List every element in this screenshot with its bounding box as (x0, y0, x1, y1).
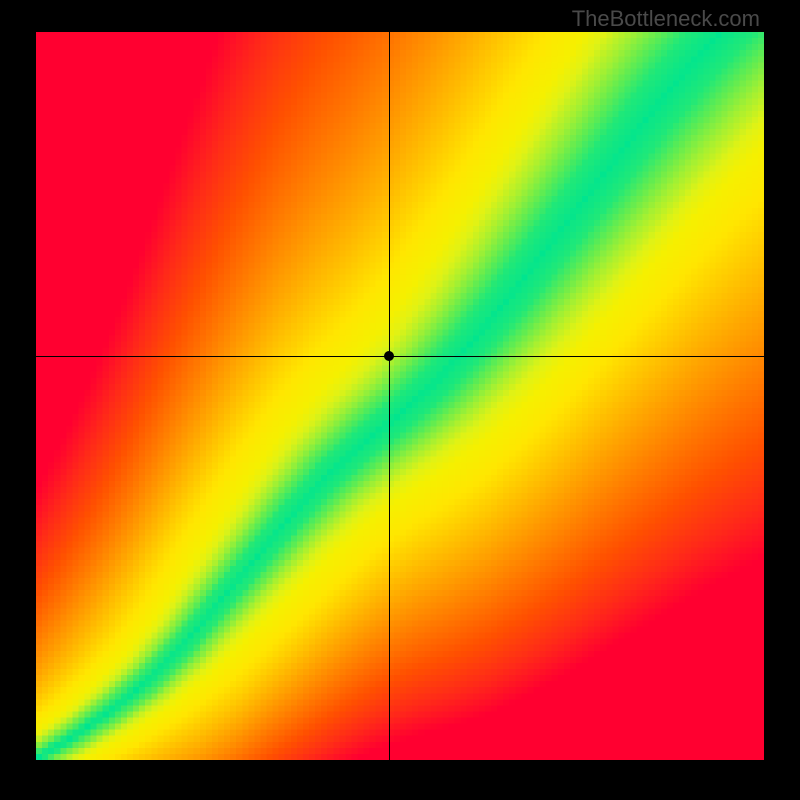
plot-area (36, 32, 764, 760)
watermark-text: TheBottleneck.com (572, 6, 760, 32)
datapoint-marker (384, 351, 394, 361)
crosshair-horizontal (36, 356, 764, 357)
heatmap-canvas (36, 32, 764, 760)
crosshair-vertical (389, 32, 390, 760)
chart-container: { "watermark": "TheBottleneck.com", "cha… (0, 0, 800, 800)
